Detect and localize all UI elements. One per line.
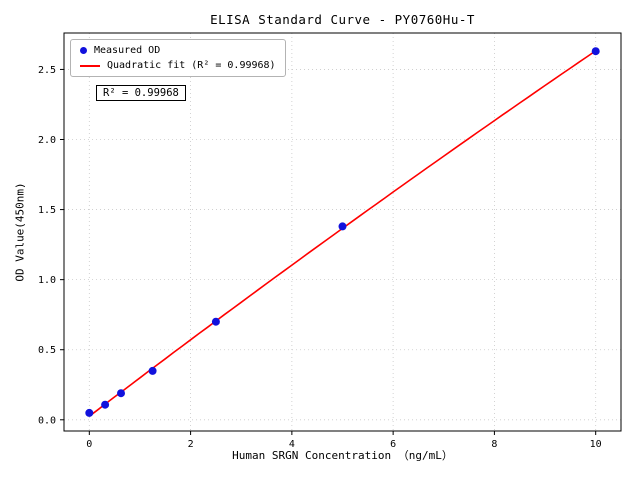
y-tick-label: 1.0 [38, 275, 56, 286]
data-point [591, 47, 600, 56]
data-point [148, 366, 157, 375]
fit-line [88, 50, 597, 417]
fit-line-marker-icon [80, 64, 100, 67]
chart-title: ELISA Standard Curve - PY0760Hu-T [210, 12, 475, 27]
data-point [85, 408, 94, 417]
y-axis-label: OD Value(450nm) [13, 182, 27, 282]
y-tick-label: 1.5 [38, 205, 56, 216]
legend-item-quadratic-fit: Quadratic fit (R² = 0.99968) [80, 60, 276, 71]
data-point [117, 389, 125, 398]
legend-label-measured-od: Measured OD [94, 45, 161, 56]
x-tick-label: 2 [188, 439, 194, 450]
x-axis-label: Human SRGN Concentration （ng/mL） [232, 449, 453, 462]
measured-od-marker-icon [80, 47, 87, 54]
data-point [211, 317, 220, 326]
legend: Measured OD Quadratic fit (R² = 0.99968) [70, 39, 286, 77]
x-tick-label: 4 [289, 439, 295, 450]
legend-label-quadratic-fit: Quadratic fit (R² = 0.99968) [107, 60, 276, 71]
legend-item-measured-od: Measured OD [80, 45, 276, 56]
x-tick-label: 10 [590, 439, 602, 450]
x-tick-label: 0 [86, 439, 92, 450]
data-point [338, 222, 347, 231]
x-tick-label: 8 [491, 439, 497, 450]
x-tick-label: 6 [390, 439, 396, 450]
y-tick-label: 2.5 [38, 65, 56, 76]
data-point [101, 400, 110, 409]
plot-border [63, 32, 622, 432]
y-tick-label: 0.5 [38, 345, 56, 356]
y-tick-label: 0.0 [38, 415, 56, 426]
y-tick-label: 2.0 [38, 135, 56, 146]
r2-annotation: R² = 0.99968 [96, 85, 186, 101]
